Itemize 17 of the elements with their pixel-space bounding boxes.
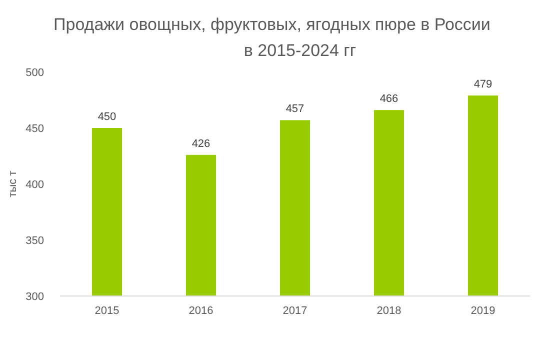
y-tick-label: 300	[26, 290, 44, 303]
data-label: 457	[286, 103, 304, 116]
x-tick-label: 2016	[188, 305, 214, 317]
data-label: 479	[474, 78, 492, 91]
data-label: 450	[98, 111, 116, 123]
y-axis-title: тыс т	[7, 170, 19, 198]
x-tick-label: 2019	[470, 305, 496, 317]
y-tick-label: 350	[26, 234, 44, 247]
y-tick-label: 450	[26, 122, 44, 135]
y-tick-label: 500	[26, 66, 44, 79]
x-tick-label: 2018	[376, 305, 402, 317]
x-tick-label: 2015	[94, 305, 120, 317]
chart-title: Продажи овощных, фруктовых, ягодных пюре в России в 2015-2024 гг	[54, 15, 490, 60]
data-label: 426	[192, 138, 210, 150]
y-tick-label: 400	[26, 178, 44, 191]
x-tick-label: 2017	[282, 305, 308, 317]
data-label: 466	[380, 93, 398, 106]
